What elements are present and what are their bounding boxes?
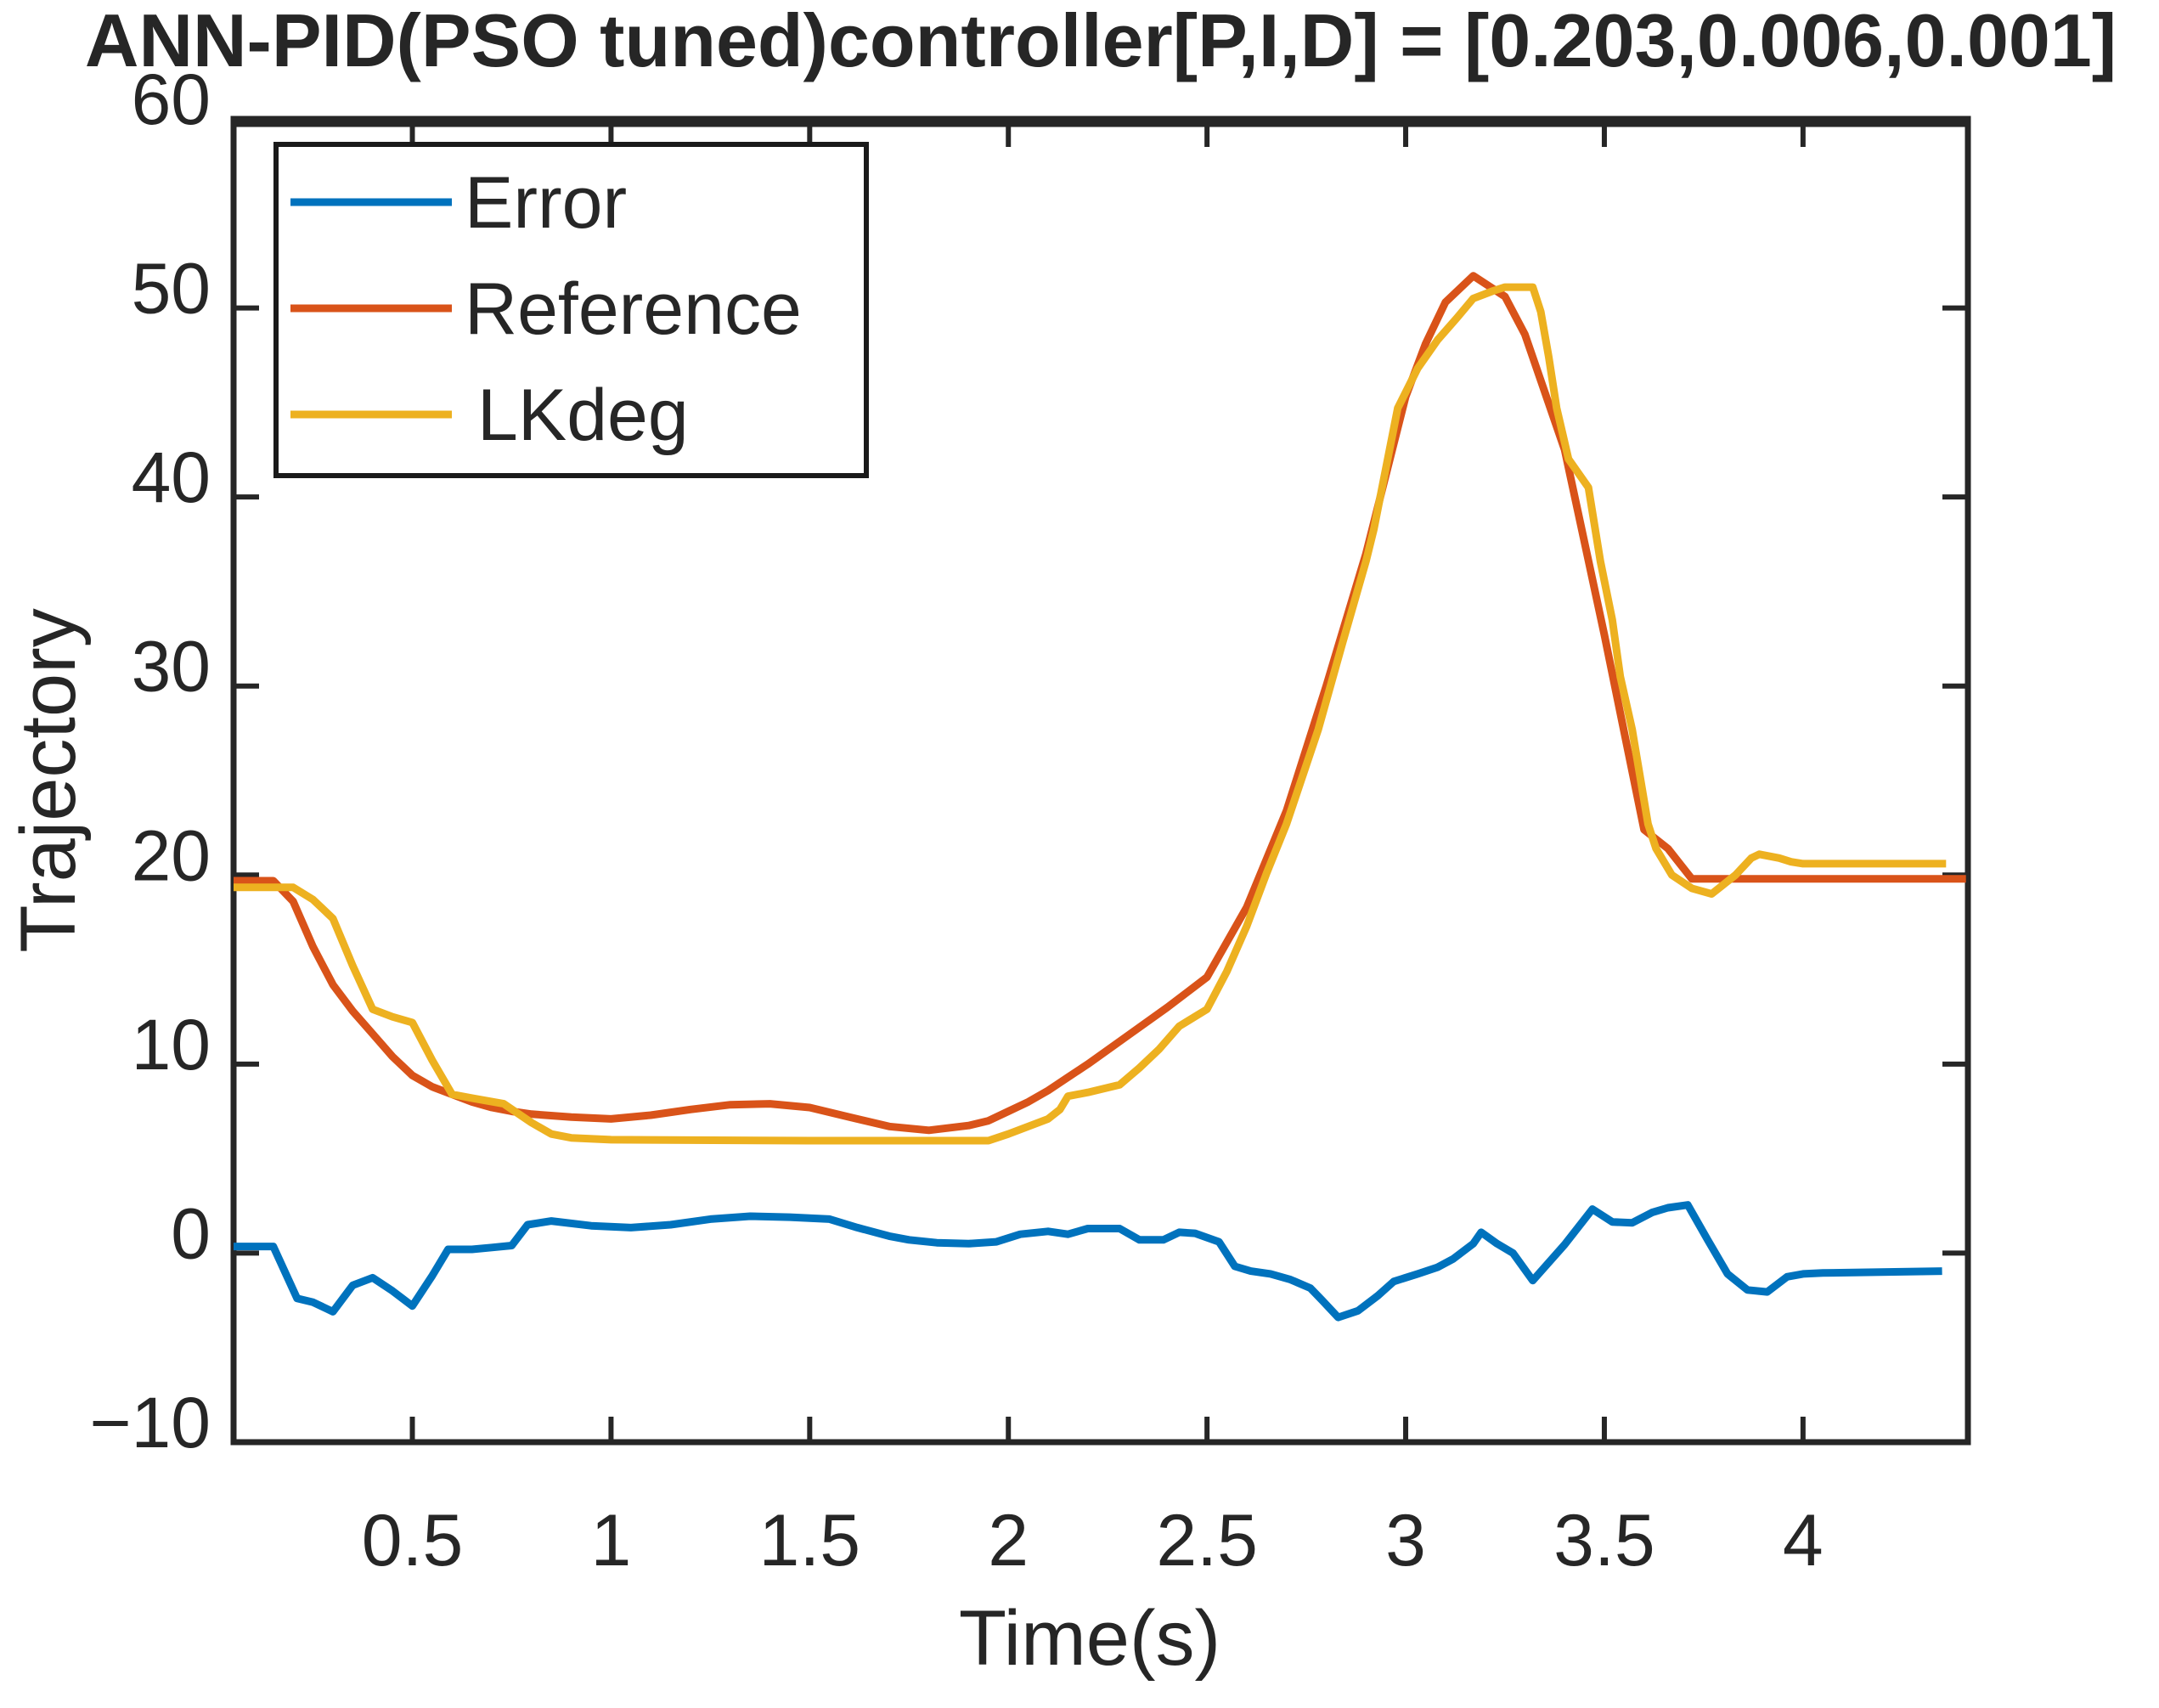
legend-entry-lkdeg: LKdeg	[290, 375, 689, 456]
x-tick-label: 1	[590, 1500, 631, 1581]
y-tick-labels: −10 0 10 20 30 40 50 60	[90, 59, 211, 1463]
reference-legend-label: Reference	[465, 268, 802, 350]
x-tick-label: 4	[1783, 1500, 1824, 1581]
data-series	[234, 272, 1966, 1322]
x-axis-label: Time(s)	[959, 1595, 1220, 1682]
x-tick-label: 3	[1385, 1500, 1426, 1581]
axis-ticks	[234, 116, 1968, 1445]
y-tick-label: 20	[132, 815, 211, 895]
x-tick-labels: 0.5 1 1.5 2 2.5 3 3.5 4	[362, 1500, 1824, 1581]
y-tick-label: −10	[90, 1383, 211, 1463]
x-tick-label: 3.5	[1553, 1500, 1655, 1581]
error-series-line	[234, 1201, 1942, 1322]
y-tick-label: 60	[132, 59, 211, 139]
y-tick-label: 0	[171, 1193, 211, 1273]
x-tick-label: 2	[988, 1500, 1029, 1581]
error-legend-label: Error	[465, 162, 627, 244]
y-tick-label: 50	[132, 249, 211, 329]
x-tick-label: 0.5	[362, 1500, 464, 1581]
y-tick-label: 40	[132, 437, 211, 517]
x-tick-label: 2.5	[1156, 1500, 1258, 1581]
lkdeg-legend-label: LKdeg	[477, 375, 689, 456]
chart-title: ANN-PID(PSO tuned)controller[P,I,D] = [0…	[85, 0, 2117, 82]
legend-entry-reference: Reference	[290, 268, 802, 350]
legend-entry-error: Error	[290, 162, 627, 244]
y-axis-label: Trajectory	[5, 608, 92, 953]
y-tick-label: 30	[132, 627, 211, 707]
lkdeg-series-line	[234, 283, 1947, 1145]
reference-series-line	[234, 272, 1966, 1135]
x-tick-label: 1.5	[759, 1500, 861, 1581]
y-tick-label: 10	[132, 1005, 211, 1085]
legend: Error Reference LKdeg	[273, 142, 869, 478]
plot-box	[230, 116, 1971, 1446]
